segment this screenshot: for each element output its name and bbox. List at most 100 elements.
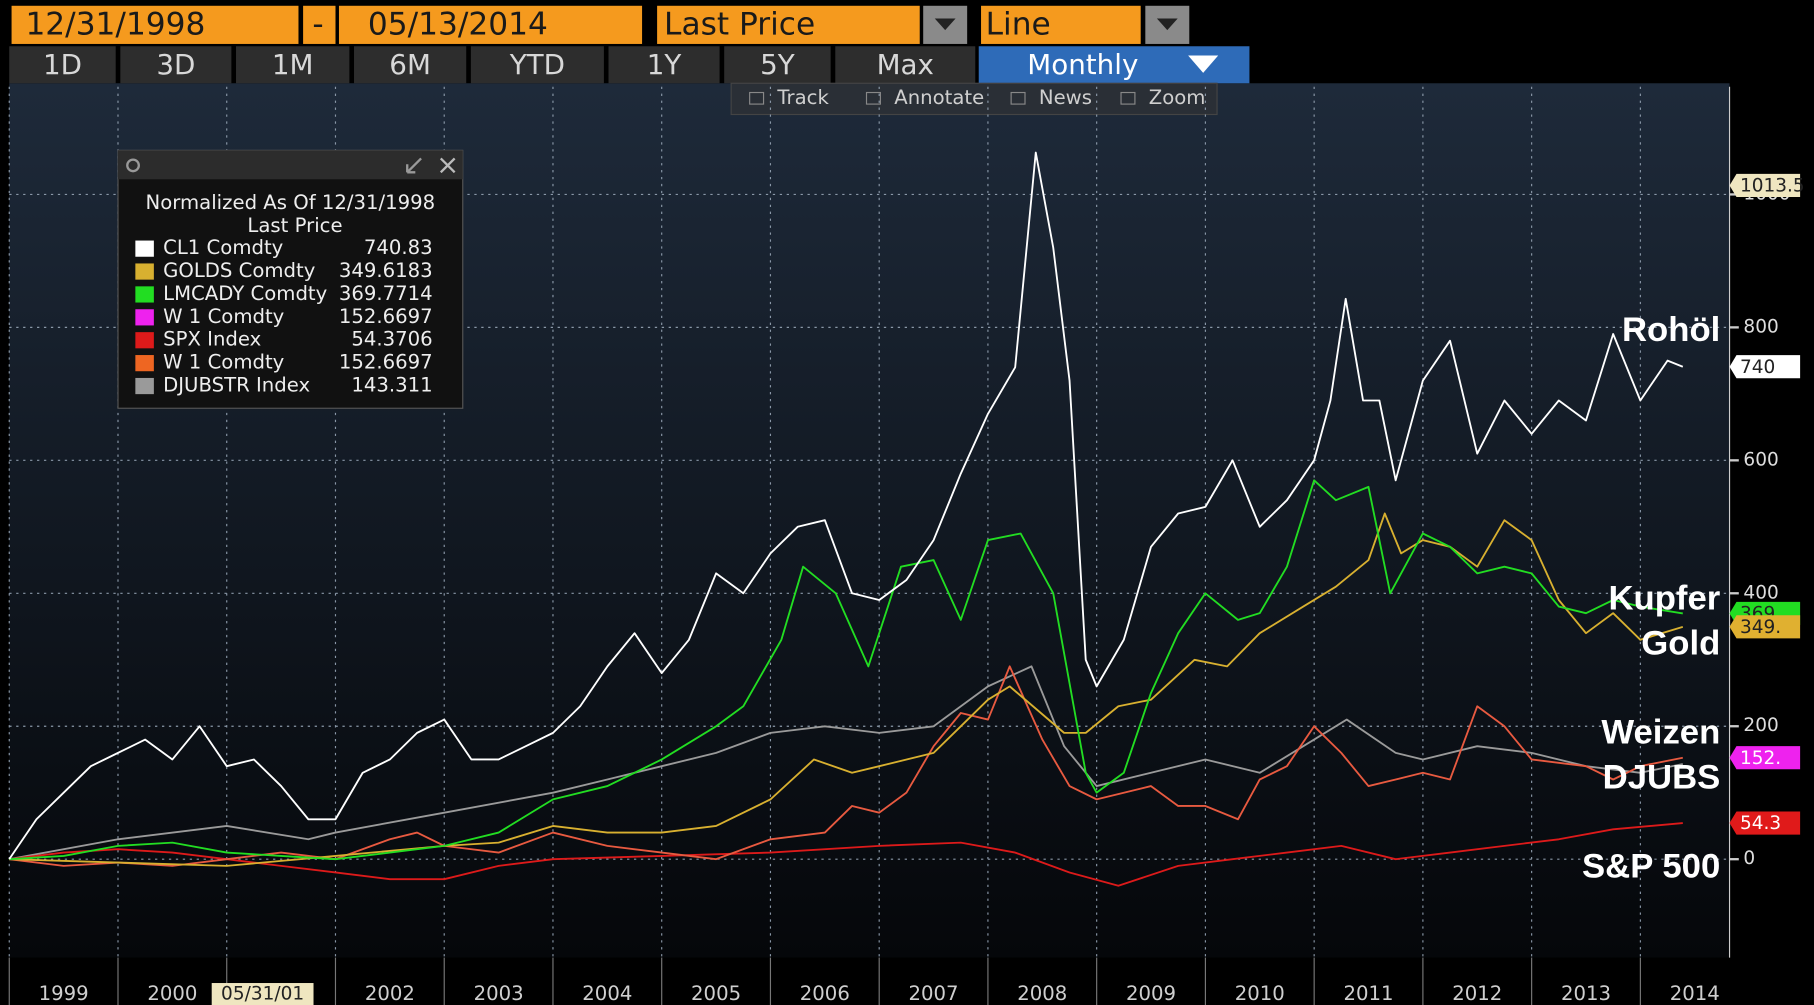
- legend-swatch: [135, 309, 154, 326]
- tool-bar: [730, 82, 1218, 116]
- y-tick-label: 400: [1743, 582, 1778, 603]
- period-tab[interactable]: [724, 46, 831, 84]
- x-tick-label: 2012: [1452, 982, 1502, 1005]
- separator-box: [303, 5, 336, 44]
- legend-subtitle: Last Price: [247, 214, 342, 237]
- annotation: Weizen: [1601, 714, 1720, 752]
- x-tick-label: 2010: [1235, 982, 1285, 1005]
- period-tab[interactable]: [120, 46, 232, 84]
- x-tick-label: 2011: [1344, 982, 1394, 1005]
- legend-name: CL1 Comdty: [163, 236, 284, 259]
- value-tag: [1729, 615, 1801, 639]
- period-tabs: 1D 3D 1M 6M YTD 1Y 5Y Max: [9, 46, 976, 84]
- legend-swatch: [135, 355, 154, 372]
- legend-name: SPX Index: [163, 328, 261, 351]
- x-tick-label: 1999: [39, 982, 89, 1005]
- annotation: S&P 500: [1582, 848, 1720, 886]
- close-icon[interactable]: [439, 157, 456, 174]
- period-tab[interactable]: [9, 46, 116, 84]
- x-tick-label: 2008: [1017, 982, 1067, 1005]
- period-tab[interactable]: [835, 46, 976, 84]
- value-tag-label: 152.: [1740, 748, 1781, 769]
- period-label: 5Y: [760, 48, 795, 81]
- value-tag: [1729, 811, 1801, 835]
- legend-value: 740.83: [364, 236, 433, 259]
- period-tab[interactable]: [470, 46, 604, 84]
- period-label: YTD: [509, 48, 565, 81]
- value-tag: [1729, 355, 1801, 379]
- tool-icon[interactable]: [749, 91, 765, 105]
- y-tick-label: 200: [1743, 715, 1778, 736]
- y-tick-label: 600: [1743, 449, 1778, 470]
- period-label: 1Y: [647, 48, 682, 81]
- value-tag-label: 1013.5: [1740, 176, 1805, 197]
- resize-icon[interactable]: [406, 157, 422, 174]
- date-from-field[interactable]: [11, 5, 299, 44]
- legend-name: DJUBSTR Index: [163, 374, 310, 397]
- x-tick-label: 2004: [582, 982, 632, 1005]
- tool-label[interactable]: Annotate: [894, 86, 984, 109]
- annotation: DJUBS: [1603, 759, 1721, 797]
- x-tick-label: 2005: [691, 982, 741, 1005]
- series-line: [9, 512, 1684, 867]
- dropdown-arrow: [934, 18, 956, 31]
- period-label: 1M: [272, 48, 314, 81]
- x-tick-label: 2009: [1126, 982, 1176, 1005]
- frequency: Monthly: [1027, 48, 1138, 81]
- x-tick-label: 2014: [1670, 982, 1720, 1005]
- tool-icon[interactable]: [1010, 91, 1026, 105]
- period-tab[interactable]: [236, 46, 350, 84]
- tool-label[interactable]: Zoom: [1149, 86, 1206, 109]
- legend-swatch: [135, 332, 154, 349]
- legend-swatch: [135, 240, 154, 257]
- x-tick-label: 2013: [1561, 982, 1611, 1005]
- series-line: [9, 479, 1683, 861]
- style-select[interactable]: [981, 5, 1141, 44]
- crosshair-label: 05/31/01: [221, 984, 304, 1005]
- value-tag: [1729, 173, 1801, 198]
- legend-name: W 1 Comdty: [163, 305, 285, 328]
- date-to: 05/13/2014: [368, 6, 548, 42]
- period-label: Max: [877, 48, 934, 81]
- crosshair-box: [211, 983, 314, 1005]
- tool-icon[interactable]: [865, 91, 881, 105]
- annotation: Gold: [1641, 625, 1720, 663]
- annotation: Rohöl: [1622, 311, 1720, 349]
- legend-value: 143.311: [351, 374, 432, 397]
- tool-label[interactable]: News: [1039, 86, 1092, 109]
- y-tick-label: 0: [1743, 848, 1755, 869]
- legend-name: GOLDS Comdty: [163, 259, 316, 282]
- tools: Track Annotate News Zoom: [749, 86, 1206, 109]
- legend-name: W 1 Comdty: [163, 351, 285, 374]
- period-tab[interactable]: [354, 46, 467, 84]
- legend-value: 152.6697: [339, 351, 433, 374]
- legend-box: [117, 149, 464, 409]
- field: Last Price: [664, 6, 815, 42]
- series-line: [8, 151, 1684, 860]
- date-to-field[interactable]: [338, 5, 643, 44]
- period-label: 6M: [389, 48, 431, 81]
- period-label: 1D: [43, 48, 82, 81]
- period-tab[interactable]: [608, 46, 720, 84]
- x-tick-label: 2000: [147, 982, 197, 1005]
- value-tag-label: 349.: [1740, 617, 1781, 638]
- legend-swatch: [135, 377, 154, 395]
- legend-value: 349.6183: [339, 259, 433, 282]
- tool-icon[interactable]: [1120, 91, 1136, 105]
- value-tag-label: 54.3: [1740, 813, 1781, 834]
- tool-label[interactable]: Track: [776, 86, 829, 109]
- value-tag: [1729, 746, 1801, 770]
- style: Line: [986, 6, 1051, 42]
- field-select[interactable]: [657, 5, 920, 44]
- y-tick-label: 800: [1743, 316, 1778, 337]
- period-label: 3D: [156, 48, 195, 81]
- date-from: 12/31/1998: [25, 6, 205, 42]
- settings-icon[interactable]: [126, 158, 140, 173]
- dropdown-arrow: [1188, 55, 1219, 73]
- x-tick-label: 2006: [800, 982, 850, 1005]
- x-tick-label: 2002: [365, 982, 415, 1005]
- legend-name: LMCADY Comdty: [163, 282, 328, 305]
- value-tag-label: 740: [1740, 357, 1775, 378]
